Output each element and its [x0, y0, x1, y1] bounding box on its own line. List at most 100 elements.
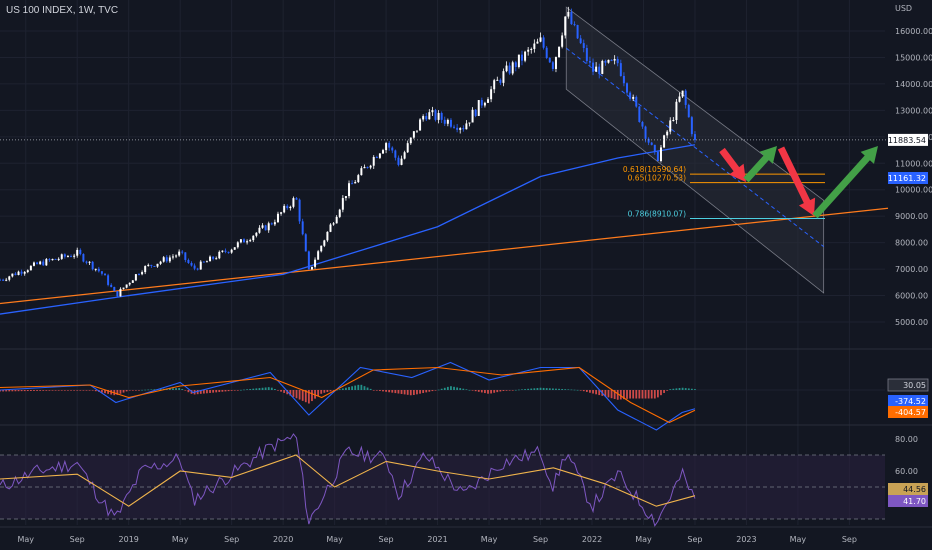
candle-body: [63, 254, 66, 257]
macd-histogram-bar: [403, 390, 406, 395]
macd-histogram-bar: [23, 390, 26, 392]
macd-histogram-bar: [462, 388, 465, 390]
candle-body: [94, 268, 97, 270]
candle-body: [107, 275, 110, 285]
macd-histogram-bar: [480, 390, 483, 393]
candle-body: [314, 259, 317, 267]
macd-histogram-bar: [382, 390, 384, 392]
candle-body: [403, 152, 406, 159]
candle-body: [530, 48, 533, 50]
candle-body: [209, 256, 212, 262]
arrow-up-green-2: [812, 146, 878, 219]
macd-hist-tag: 30.05: [903, 381, 926, 390]
macd-histogram-bar: [604, 390, 607, 397]
candle-body: [465, 123, 468, 130]
candle-body: [524, 51, 527, 61]
macd-histogram-bar: [184, 390, 187, 391]
candle-body: [193, 265, 196, 269]
channel-midline: [565, 47, 824, 248]
macd-histogram-bar: [446, 386, 449, 390]
macd-histogram-bar: [431, 390, 434, 392]
candle-body: [607, 59, 610, 63]
macd-histogram-bar: [227, 390, 230, 392]
candle-body: [638, 106, 641, 122]
macd-histogram-bar: [490, 390, 493, 394]
macd-histogram-bar: [67, 390, 69, 391]
candle-body: [199, 261, 202, 270]
macd-histogram-bar: [345, 387, 347, 390]
candle-body: [363, 166, 366, 169]
candle-body: [453, 126, 456, 128]
candle-body: [681, 90, 684, 97]
macd-histogram-bar: [428, 390, 431, 392]
macd-histogram-bar: [502, 390, 505, 391]
macd-histogram-bar: [20, 390, 23, 392]
time-axis-tick: Sep: [687, 535, 702, 544]
candle-body: [542, 37, 545, 48]
rsi-value-tag: 41.70: [903, 497, 926, 506]
macd-histogram-bar: [505, 390, 508, 391]
macd-histogram-bar: [687, 388, 690, 390]
macd-histogram-bar: [542, 387, 545, 390]
macd-histogram-bar: [388, 390, 391, 393]
ma-value-tag-bg: [888, 172, 928, 185]
candle-body: [295, 198, 298, 200]
macd-histogram-bar: [131, 390, 134, 391]
candle-body: [431, 110, 434, 113]
macd-histogram-bar: [311, 390, 313, 402]
candle-body: [428, 112, 431, 120]
time-axis-tick: 2023: [736, 535, 756, 544]
macd-histogram-bar: [499, 390, 502, 392]
macd-histogram-bar: [82, 390, 85, 391]
macd-histogram-bar: [135, 390, 137, 391]
macd-histogram-bar: [573, 389, 576, 391]
macd-histogram-bar: [419, 390, 421, 394]
candle-body: [171, 256, 174, 258]
candle-body: [335, 216, 338, 224]
candle-body: [221, 250, 224, 252]
macd-histogram-bar: [533, 388, 536, 390]
macd-histogram-bar: [530, 388, 533, 390]
macd-histogram-bar: [215, 390, 218, 393]
candle-body: [527, 49, 530, 52]
candle-body: [533, 43, 536, 49]
macd-histogram-bar: [545, 388, 548, 390]
candle-body: [283, 205, 286, 213]
candle-body: [545, 47, 548, 58]
macd-histogram-bar: [119, 390, 122, 394]
candle-body: [635, 96, 638, 107]
candle-body: [0, 279, 1, 281]
candle-body: [487, 99, 490, 103]
candle-body: [653, 144, 656, 152]
macd-histogram-bar: [579, 390, 582, 391]
candle-body: [227, 251, 230, 253]
candle-body: [687, 104, 690, 118]
macd-signal-tag: -404.57: [895, 408, 926, 417]
price-axis-tick: 15000.00: [895, 53, 932, 62]
macd-histogram-bar: [650, 390, 653, 399]
macd-histogram-bar: [638, 390, 641, 399]
candle-body: [76, 249, 79, 256]
macd-histogram-bar: [295, 390, 298, 399]
rsi-axis-tick: 60.00: [895, 467, 918, 476]
candle-body: [348, 183, 351, 197]
last-price-tag-bg: [888, 133, 928, 146]
candle-body: [175, 255, 178, 257]
candle-body: [97, 268, 100, 272]
macd-histogram-bar: [567, 389, 570, 390]
macd-histogram-bar: [619, 390, 622, 400]
time-axis-tick: May: [635, 535, 652, 544]
macd-histogram-bar: [521, 389, 523, 390]
candle-body: [298, 199, 301, 222]
candle-body: [338, 209, 341, 217]
arrow-down-red-1: [719, 147, 746, 182]
price-axis-tick: 16000.00: [895, 27, 932, 36]
candle-body: [48, 259, 51, 261]
candle-body: [261, 225, 264, 228]
macd-histogram-bar: [437, 389, 440, 391]
candle-body: [273, 222, 276, 225]
candle-body: [8, 276, 11, 280]
candle-body: [499, 79, 502, 83]
candle-body: [619, 63, 622, 77]
